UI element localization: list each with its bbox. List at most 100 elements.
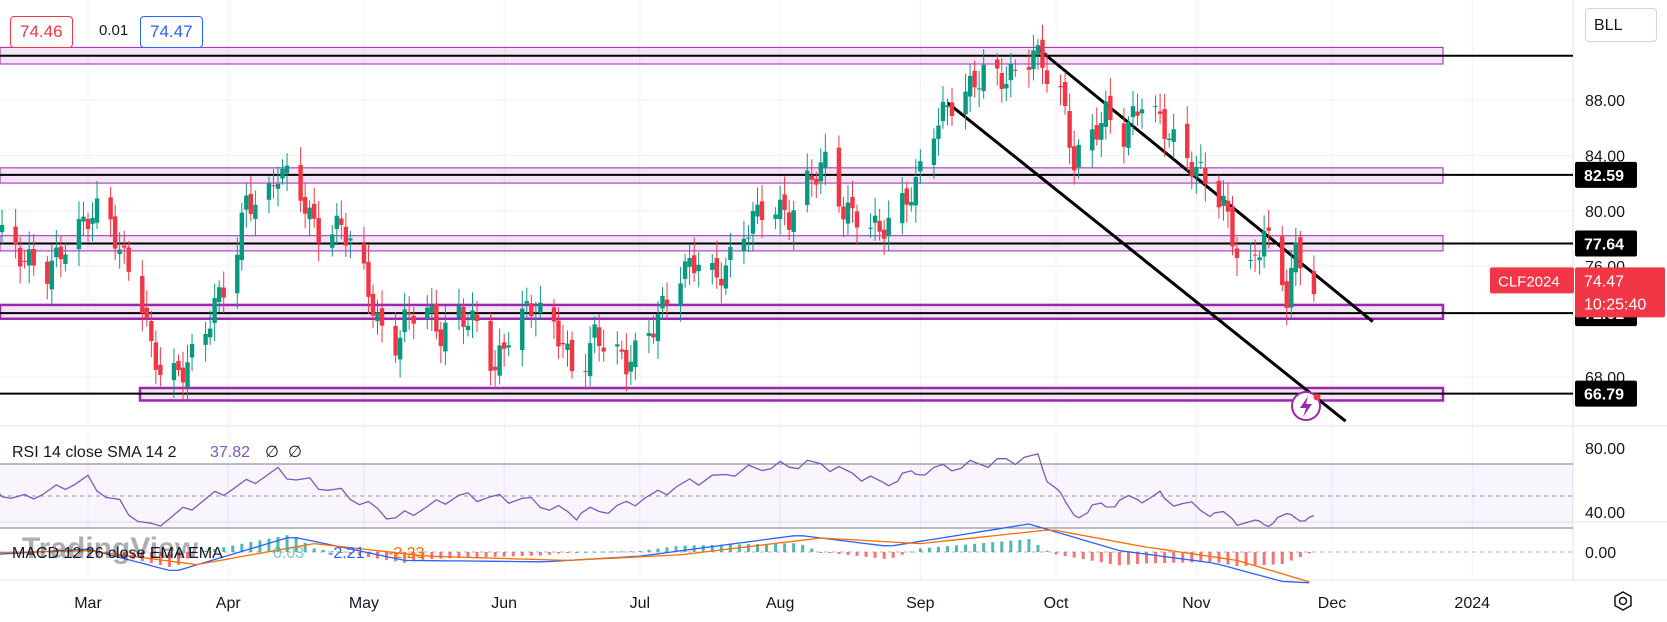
candle-up: [348, 238, 353, 241]
candle-down: [311, 203, 317, 219]
candle-up: [54, 247, 59, 258]
channel-trend-line: [946, 101, 1347, 423]
candle-down: [271, 185, 276, 187]
macd-histogram-bar: [1045, 550, 1049, 552]
settings-gear-icon[interactable]: [1612, 590, 1634, 612]
ask-price-badge[interactable]: 74.47: [140, 16, 203, 48]
macd-histogram-bar: [945, 546, 949, 552]
macd-histogram-bar: [538, 552, 542, 556]
bid-price-badge[interactable]: 74.46: [10, 16, 73, 48]
macd-histogram-bar: [41, 552, 45, 553]
symbol-search-box[interactable]: BLL: [1585, 8, 1657, 42]
macd-histogram-bar: [412, 552, 416, 562]
macd-histogram-bar: [312, 548, 316, 552]
level-price-label-box: [1575, 380, 1637, 407]
tradingview-watermark: TradingView: [22, 532, 199, 565]
macd-histogram-bar: [556, 552, 560, 554]
candle-down: [302, 197, 308, 214]
candle-down: [406, 312, 412, 315]
candle-down: [904, 188, 909, 205]
macd-histogram-bar: [864, 552, 868, 557]
candle-up: [307, 207, 312, 220]
macd-legend-title: MACD 12 26 close EMA EMA: [12, 545, 223, 562]
candle-down: [180, 367, 186, 383]
candle-down: [569, 339, 575, 372]
candle-down: [366, 261, 371, 297]
candle-up: [823, 151, 828, 168]
candle-up: [334, 215, 339, 229]
macd-histogram-bar: [448, 552, 452, 559]
candle-up: [981, 64, 986, 92]
macd-histogram-bar: [330, 551, 334, 553]
candle-down: [551, 307, 557, 322]
macd-histogram-bar: [131, 552, 135, 560]
rsi-axis-tick: 80.00: [1585, 441, 1625, 458]
candle-down: [1311, 271, 1317, 295]
macd-histogram-bar: [1135, 552, 1139, 564]
macd-histogram-bar: [611, 551, 615, 553]
macd-histogram-bar: [1000, 541, 1004, 552]
candle-up: [940, 101, 946, 122]
macd-histogram-bar: [656, 548, 660, 552]
macd-histogram-bar: [638, 551, 642, 553]
macd-histogram-bar: [1117, 552, 1121, 566]
price-axis-tick: 80.00: [1585, 204, 1625, 221]
macd-histogram-bar: [1280, 552, 1284, 565]
candle-down: [126, 247, 131, 272]
candle-down: [501, 342, 507, 349]
macd-legend-hist: 0.03: [273, 545, 304, 562]
macd-histogram-bar: [918, 548, 922, 552]
candle-down: [1234, 248, 1240, 259]
price-axis-tick: 88.00: [1585, 93, 1625, 110]
macd-histogram-bar: [629, 551, 633, 553]
candle-down: [492, 366, 498, 371]
rsi-line: [0, 453, 1315, 528]
macd-histogram-bar: [855, 552, 859, 556]
candle-down: [877, 220, 882, 232]
candle-down: [1135, 111, 1140, 116]
candle-down: [1284, 281, 1289, 308]
macd-histogram-bar: [1009, 540, 1013, 552]
candle-down: [691, 255, 697, 274]
candle-up: [266, 183, 272, 200]
macd-histogram-bar: [719, 544, 723, 552]
macd-histogram-bar: [936, 546, 940, 552]
macd-histogram-bar: [1190, 552, 1194, 563]
candle-down: [298, 165, 303, 201]
macd-histogram-bar: [900, 552, 904, 555]
level-price-label: 77.64: [1584, 236, 1624, 253]
candle-up: [628, 361, 634, 372]
candle-up: [94, 198, 100, 223]
candle-up: [1126, 121, 1131, 148]
candle-down: [560, 342, 566, 345]
macd-histogram-bar: [584, 551, 588, 553]
candle-down: [651, 333, 656, 338]
candle-down: [1026, 66, 1032, 70]
macd-histogram-bar: [1244, 552, 1248, 566]
time-axis-label: Dec: [1318, 595, 1346, 612]
macd-histogram-bar: [484, 552, 488, 558]
candle-down: [1280, 236, 1285, 286]
macd-histogram-bar: [213, 548, 217, 552]
candle-down: [759, 201, 765, 220]
candle-down: [379, 308, 385, 326]
macd-signal-line: [0, 529, 1310, 583]
candle-up: [533, 318, 539, 320]
candle-down: [1157, 111, 1163, 114]
candle-down: [850, 196, 855, 209]
macd-histogram-bar: [593, 551, 597, 553]
candle-up: [0, 224, 5, 233]
macd-histogram-bar: [493, 552, 497, 557]
macd-histogram-bar: [140, 552, 144, 562]
candle-up: [185, 362, 190, 388]
candle-down: [786, 212, 792, 230]
symbol-price-label-box: [1490, 267, 1574, 294]
candle-down: [1044, 70, 1050, 84]
macd-histogram-bar: [710, 544, 714, 552]
macd-histogram-bar: [357, 552, 361, 556]
time-axis-label: Apr: [216, 595, 242, 612]
macd-histogram-bar: [475, 552, 479, 558]
candle-down: [1162, 109, 1167, 139]
candle-up: [963, 91, 968, 115]
